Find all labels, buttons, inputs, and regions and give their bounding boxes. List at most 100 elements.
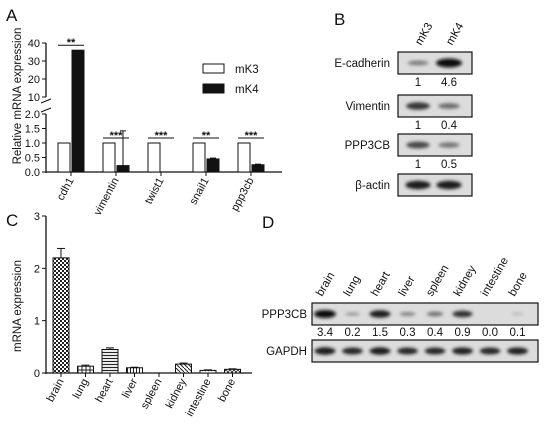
band-quantification: 1 bbox=[415, 120, 421, 132]
blot-strip bbox=[397, 173, 473, 197]
band-quantification: 4.6 bbox=[441, 77, 457, 89]
y-tick-label: 2 bbox=[34, 263, 40, 275]
bar-mk3-vimentin bbox=[102, 142, 116, 173]
panel-c-chart: mRNA expression 0 1 2 3 brain lung heart liver… bbox=[12, 211, 252, 419]
axis-break-mark bbox=[40, 98, 52, 104]
blot-band bbox=[314, 347, 336, 355]
blot-band bbox=[405, 180, 431, 190]
blot-row-label: β-actin bbox=[355, 180, 390, 192]
panel-a-legend: mK3 mK4 bbox=[202, 63, 259, 96]
x-tick-label: lung bbox=[71, 377, 91, 401]
y-tick-label: 30 bbox=[28, 56, 40, 68]
panel-a-x-tick-labels: cdh1 vimentin twist1 snail1 ppp3cb bbox=[55, 172, 257, 218]
blot-row-label: Vimentin bbox=[345, 101, 390, 113]
significance-stars: *** bbox=[245, 130, 259, 142]
significance-stars: *** bbox=[110, 130, 124, 142]
lane-label-heart: heart bbox=[369, 269, 393, 298]
y-tick-label: 1 bbox=[34, 316, 40, 328]
lane-label-mk4: mK4 bbox=[444, 20, 467, 47]
y-tick-label: 0.5 bbox=[25, 153, 40, 165]
x-tick-label: twist1 bbox=[143, 176, 167, 206]
blot-band bbox=[397, 347, 418, 355]
bar-mk4-cdh1 bbox=[71, 49, 85, 173]
panel-letter-a: A bbox=[6, 6, 18, 25]
band-quantification: 0.0 bbox=[482, 327, 498, 339]
lane-label-brain: brain bbox=[314, 270, 337, 298]
y-tick-label: 0 bbox=[34, 368, 40, 380]
panel-c-x-tick-labels: brain lung heart liverspleenkidneyintestine… bbox=[45, 373, 238, 419]
band-quantification: 0.1 bbox=[510, 327, 526, 339]
x-tick-label: heart bbox=[93, 377, 115, 405]
bar-mk3-twist1 bbox=[147, 142, 161, 173]
band-quantification: 0.3 bbox=[400, 327, 416, 339]
panel-a-axes: 0.0 0.5 1.0 1.5 2.0 10 20 30 40 bbox=[25, 38, 282, 179]
panel-letter-d: D bbox=[262, 213, 274, 232]
blot-band bbox=[479, 347, 501, 355]
blot-band bbox=[406, 102, 430, 110]
blot-band bbox=[342, 347, 363, 355]
blot-band bbox=[399, 311, 416, 317]
bar-mk4-ppp3cb bbox=[251, 164, 265, 173]
legend-label-mk3: mK3 bbox=[235, 64, 259, 76]
band-quantification: 0.4 bbox=[427, 327, 444, 339]
blot-band bbox=[452, 347, 473, 355]
blot-band bbox=[511, 312, 524, 316]
panel-a-significance: ***** *** ** *** bbox=[58, 37, 264, 142]
blot-row-label: GAPDH bbox=[266, 346, 307, 358]
bar-mk4-snail1 bbox=[206, 158, 220, 173]
blot-band bbox=[438, 103, 460, 109]
blot-band bbox=[426, 311, 444, 317]
blot-band bbox=[452, 310, 473, 318]
x-tick-label: vimentin bbox=[92, 176, 122, 218]
blot-band bbox=[436, 58, 462, 68]
blot-strip bbox=[397, 51, 473, 75]
bar-bone bbox=[224, 368, 241, 374]
x-tick-label: spleen bbox=[139, 377, 165, 411]
blot-band bbox=[507, 347, 528, 355]
panel-c-bars bbox=[52, 247, 241, 374]
y-tick-label: 10 bbox=[28, 92, 40, 104]
blot-row-label: PPP3CB bbox=[345, 140, 391, 152]
panel-d-western-blot: brain lung heart liver spleen kidney intestine… bbox=[262, 255, 539, 363]
panel-b-western-blot: mK3 mK4 E-cadherin 1 4.6 Vimentin 1 0.4 PPP3CB 1 0… bbox=[334, 20, 473, 197]
significance-stars: ** bbox=[202, 130, 211, 142]
bar-mk3-ppp3cb bbox=[237, 142, 251, 173]
lane-label-lung: lung bbox=[342, 274, 363, 299]
x-tick-label: snail1 bbox=[188, 176, 212, 207]
lane-label-bone: bone bbox=[507, 270, 530, 298]
band-quantification: 0.4 bbox=[441, 120, 458, 132]
panel-a-ylabel: Relative mRNA expression bbox=[12, 28, 24, 165]
blot-band bbox=[438, 142, 460, 148]
significance-stars: *** bbox=[155, 130, 169, 142]
legend-swatch-mk3 bbox=[202, 63, 225, 74]
bar-lung bbox=[77, 365, 94, 374]
significance-stars: ** bbox=[67, 37, 76, 49]
y-tick-label: 20 bbox=[28, 74, 40, 86]
panel-a-chart: Relative mRNA expression 0.0 0.5 1.0 1.5 2.0… bbox=[12, 28, 282, 218]
lane-label-liver: liver bbox=[397, 274, 418, 298]
lane-label-spleen: spleen bbox=[424, 263, 451, 298]
blot-strip bbox=[397, 133, 473, 157]
blot-band bbox=[369, 310, 391, 318]
panel-letter-b: B bbox=[334, 10, 345, 29]
blot-band bbox=[314, 310, 336, 318]
blot-row-label: PPP3CB bbox=[262, 309, 308, 321]
lane-label-mk3: mK3 bbox=[413, 21, 435, 47]
legend-swatch-mk4 bbox=[202, 83, 225, 94]
band-quantification: 0.5 bbox=[441, 159, 457, 171]
blot-band bbox=[369, 347, 391, 355]
band-quantification: 3.4 bbox=[317, 327, 334, 339]
bar-kidney bbox=[175, 363, 192, 374]
y-tick-label: 0.0 bbox=[25, 167, 40, 179]
bar-liver bbox=[126, 367, 143, 374]
x-tick-label: kidney bbox=[164, 376, 190, 410]
bar-heart bbox=[101, 348, 119, 374]
band-quantification: 1.5 bbox=[372, 327, 388, 339]
band-quantification: 0.2 bbox=[345, 327, 361, 339]
y-tick-label: 3 bbox=[34, 211, 40, 223]
x-tick-label: liver bbox=[120, 376, 140, 400]
blot-strip bbox=[311, 302, 539, 326]
blot-band bbox=[436, 180, 462, 190]
x-tick-label: bone bbox=[216, 377, 238, 404]
